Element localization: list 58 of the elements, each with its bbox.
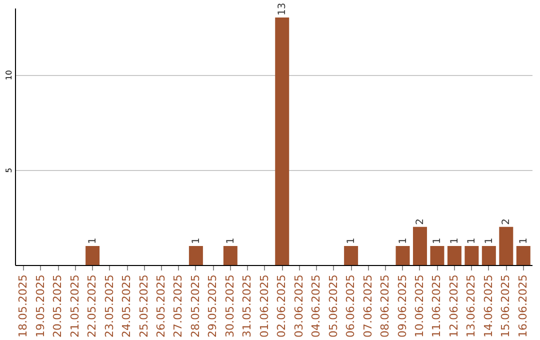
data-label: 1 [484,238,495,244]
x-tick-label: 04.06.2025 [310,274,323,338]
x-tick-label: 24.05.2025 [120,274,134,338]
x-tick-label: 10.06.2025 [412,274,426,338]
x-tick-label: 23.05.2025 [102,274,116,338]
x-tick-label: 31.05.2025 [240,274,254,338]
x-tick-label: 18.05.2025 [16,274,30,338]
x-tick-label: 27.05.2025 [172,274,185,338]
x-tick-label: 20.05.2025 [51,274,64,338]
bar [516,246,530,265]
y-tick-label: 5 [4,168,14,173]
x-tick-label: 26.05.2025 [154,274,168,338]
x-tick-label: 03.06.2025 [292,274,306,338]
data-label: 1 [432,238,444,244]
x-tick-label: 07.06.2025 [361,274,374,338]
x-tick-label: 11.06.2025 [430,274,444,338]
y-tick-label: 10 [4,70,14,80]
data-label: 1 [346,238,358,244]
x-tick-label: 12.06.2025 [447,274,460,338]
data-label: 1 [88,238,99,244]
data-label: 2 [501,218,512,225]
x-tick-label: 29.05.2025 [206,274,220,338]
bar [188,246,203,265]
bar [344,246,358,265]
data-label: 1 [466,238,478,244]
x-tick-label: 28.05.2025 [188,274,202,338]
data-label: 1 [398,238,409,244]
bar [275,18,290,265]
bar [464,246,479,265]
bar [86,246,100,265]
x-tick-label: 13.06.2025 [464,274,478,338]
x-tick-label: 30.05.2025 [223,274,236,338]
data-label: 1 [190,238,202,244]
bar [499,226,514,265]
bar [447,246,462,265]
x-tick-label: 15.06.2025 [499,274,512,338]
data-label: 1 [449,238,460,244]
data-label: 1 [225,238,236,244]
x-tick-label: 25.05.2025 [137,274,150,338]
x-tick-label: 01.06.2025 [258,274,271,338]
x-tick-label: 16.06.2025 [516,274,530,338]
x-tick-label: 14.06.2025 [482,274,495,338]
bar [412,226,427,265]
data-label: 1 [518,238,530,244]
x-tick-label: 06.06.2025 [344,274,358,338]
x-tick-label: 19.05.2025 [34,274,47,338]
x-tick-label: 22.05.2025 [86,274,99,338]
data-label: 13 [277,2,288,16]
x-tick-label: 05.06.2025 [326,274,340,338]
bar [482,246,496,265]
x-tick-label: 21.05.2025 [68,274,82,338]
x-tick-label: 09.06.2025 [396,274,409,338]
bar [223,246,238,265]
bar [396,246,410,265]
x-tick-label: 02.06.2025 [275,274,288,338]
x-tick-label: 08.06.2025 [378,274,392,338]
data-label: 2 [414,218,426,225]
bar [430,246,444,265]
